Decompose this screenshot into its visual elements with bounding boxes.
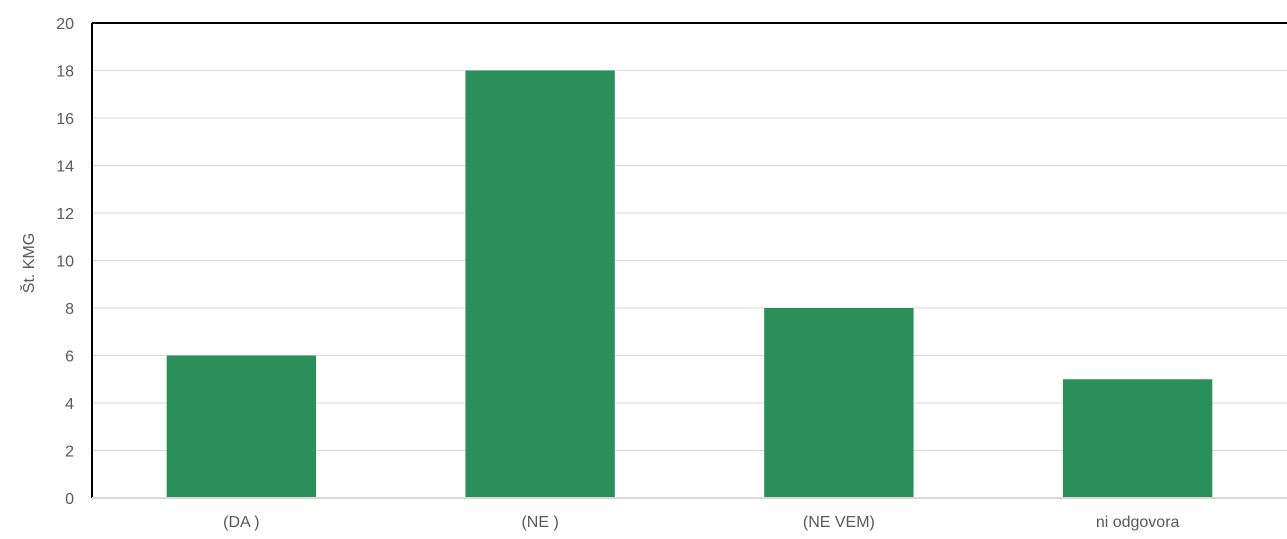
bar [1062, 379, 1213, 498]
y-tick-label: 10 [56, 254, 74, 271]
y-tick-label: 16 [56, 111, 74, 128]
bar [166, 355, 317, 498]
y-tick-label: 12 [56, 206, 74, 223]
bars [166, 70, 1213, 498]
bar [764, 308, 914, 498]
y-tick-label: 18 [56, 64, 74, 81]
y-tick-label: 6 [65, 349, 74, 366]
x-tick-labels: (DA ) (NE ) (NE VEM) ni odgovora [223, 514, 1179, 531]
y-tick-label: 0 [65, 491, 74, 508]
y-tick-label: 4 [65, 396, 74, 413]
y-axis-title: Št. KMG [19, 233, 38, 293]
x-tick-label: (NE ) [521, 514, 558, 531]
x-tick-label: (DA ) [223, 514, 259, 531]
x-tick-label: ni odgovora [1096, 514, 1180, 531]
y-tick-labels: 0 2 4 6 8 10 12 14 16 18 20 [56, 16, 74, 508]
bar [465, 70, 615, 498]
y-tick-label: 2 [65, 444, 74, 461]
y-tick-label: 14 [56, 159, 74, 176]
y-tick-label: 8 [65, 301, 74, 318]
y-tick-label: 20 [56, 16, 74, 33]
x-tick-label: (NE VEM) [803, 514, 875, 531]
axes [91, 22, 1287, 499]
